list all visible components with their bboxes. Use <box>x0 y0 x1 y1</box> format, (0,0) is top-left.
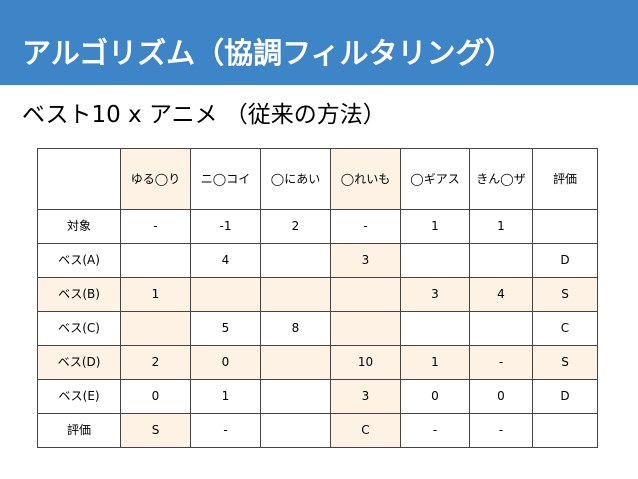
row-label: ベス(B) <box>37 277 121 312</box>
title-bar: アルゴリズム（協調フィルタリング） <box>0 0 638 85</box>
table-cell: - <box>400 413 470 448</box>
table-cell: 0 <box>190 345 261 380</box>
table-cell: S <box>532 277 598 312</box>
table-cell: 1 <box>120 277 191 312</box>
header-cell-kinza: きん◯ザ <box>469 148 533 210</box>
table-cell: 0 <box>400 379 470 414</box>
table-cell: 0 <box>120 379 191 414</box>
row-label: 対象 <box>37 209 121 244</box>
table-row: ベス(A) 4 3 D <box>37 243 598 278</box>
table-cell: 1 <box>469 209 533 244</box>
table-cell: C <box>330 413 401 448</box>
table-cell <box>190 277 261 312</box>
table-row: ベス(C) 5 8 C <box>37 311 598 346</box>
table-cell: 8 <box>260 311 331 346</box>
table-cell <box>260 413 331 448</box>
table-header-row: ゆる◯り ニ◯コイ ◯にあい ◯れいも ◯ギアス きん◯ザ 評価 <box>37 148 598 210</box>
table-cell: 3 <box>400 277 470 312</box>
header-cell-geass: ◯ギアス <box>400 148 470 210</box>
table-cell <box>120 311 191 346</box>
table-row: ベス(E) 0 1 3 0 0 D <box>37 379 598 414</box>
table-cell: - <box>469 345 533 380</box>
header-cell-nisekoi: ニ◯コイ <box>190 148 261 210</box>
table-cell: 4 <box>190 243 261 278</box>
table-cell: -1 <box>190 209 261 244</box>
table-cell: - <box>190 413 261 448</box>
table-cell <box>532 413 598 448</box>
row-label: ベス(D) <box>37 345 121 380</box>
table-cell <box>330 277 401 312</box>
table-cell <box>400 311 470 346</box>
table-cell: 5 <box>190 311 261 346</box>
table-cell: 3 <box>330 243 401 278</box>
row-label: ベス(C) <box>37 311 121 346</box>
table-cell <box>469 243 533 278</box>
slide-subtitle: ベスト10 x アニメ （従来の方法） <box>22 102 386 128</box>
header-cell-corner <box>37 148 121 210</box>
table-cell: 0 <box>469 379 533 414</box>
table-row: ベス(B) 1 3 4 S <box>37 277 598 312</box>
row-label: 評価 <box>37 413 121 448</box>
table-cell: - <box>469 413 533 448</box>
table-cell: 3 <box>330 379 401 414</box>
table-cell: 1 <box>400 209 470 244</box>
slide-title: アルゴリズム（協調フィルタリング） <box>22 36 514 70</box>
table-cell: 10 <box>330 345 401 380</box>
table-cell <box>260 243 331 278</box>
table-cell <box>330 311 401 346</box>
table-cell: 2 <box>260 209 331 244</box>
table-row: 対象 - -1 2 - 1 1 <box>37 209 598 244</box>
row-label: ベス(A) <box>37 243 121 278</box>
rating-table: ゆる◯り ニ◯コイ ◯にあい ◯れいも ◯ギアス きん◯ザ 評価 対象 - -1… <box>37 148 598 448</box>
table-row: 評価 S - C - - <box>37 413 598 448</box>
table-cell <box>260 345 331 380</box>
header-cell-yuru: ゆる◯り <box>120 148 191 210</box>
table-row: ベス(D) 2 0 10 1 - S <box>37 345 598 380</box>
table-cell: 1 <box>400 345 470 380</box>
table-cell <box>532 209 598 244</box>
table-cell <box>469 311 533 346</box>
table-cell: - <box>330 209 401 244</box>
table-cell: S <box>120 413 191 448</box>
table-cell <box>400 243 470 278</box>
table-cell <box>120 243 191 278</box>
table-cell: D <box>532 379 598 414</box>
table-cell: 4 <box>469 277 533 312</box>
table-cell: 2 <box>120 345 191 380</box>
table-cell: C <box>532 311 598 346</box>
table-cell: D <box>532 243 598 278</box>
table-cell <box>260 277 331 312</box>
table-cell: - <box>120 209 191 244</box>
row-label: ベス(E) <box>37 379 121 414</box>
header-cell-reimo: ◯れいも <box>330 148 401 210</box>
table-cell: S <box>532 345 598 380</box>
table-cell <box>260 379 331 414</box>
table-cell: 1 <box>190 379 261 414</box>
header-cell-niai: ◯にあい <box>260 148 331 210</box>
header-cell-rating: 評価 <box>532 148 598 210</box>
